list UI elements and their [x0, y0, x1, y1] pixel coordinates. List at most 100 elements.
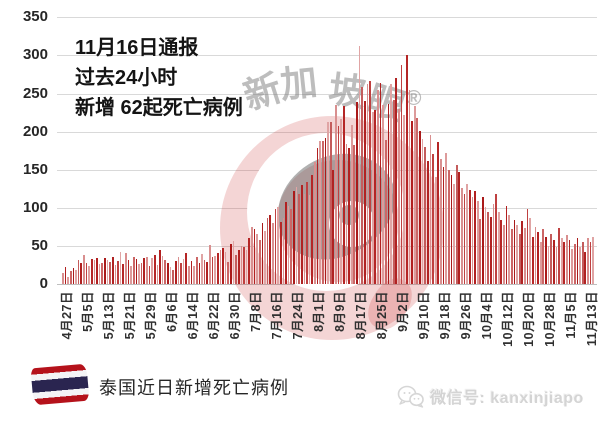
bar [408, 90, 411, 284]
bar [558, 227, 560, 284]
bar [69, 271, 72, 284]
bar [487, 211, 490, 284]
bar [387, 104, 390, 284]
bar [159, 250, 161, 284]
bar [579, 247, 581, 284]
bar [285, 201, 287, 284]
annotation-line: 新增 62起死亡病例 [75, 97, 243, 119]
bar [298, 194, 300, 284]
y-tick-label: 100 [22, 198, 48, 216]
bar [531, 236, 534, 284]
bar [421, 139, 424, 284]
bar [148, 265, 151, 284]
bar [167, 262, 169, 284]
bar [500, 219, 503, 284]
bar [510, 229, 513, 284]
bar [529, 217, 532, 284]
bar [340, 119, 342, 284]
bar [337, 126, 340, 284]
bar [329, 122, 332, 284]
bar [127, 259, 130, 284]
bar [80, 263, 83, 284]
gridline [57, 93, 597, 95]
bar [188, 265, 190, 284]
bar [589, 242, 592, 284]
bar [314, 162, 316, 284]
gridline [57, 17, 597, 19]
bar [497, 211, 500, 284]
bar [581, 242, 584, 284]
bar [476, 200, 479, 284]
bar [484, 207, 487, 284]
bar [279, 222, 282, 284]
bar [62, 272, 64, 284]
bar [245, 250, 248, 284]
y-tick-label: 0 [39, 275, 48, 292]
bar [495, 194, 497, 284]
bar [503, 224, 505, 284]
bar [324, 138, 327, 284]
bar [72, 267, 75, 284]
bar [177, 257, 180, 284]
bar [180, 262, 182, 284]
bar [195, 257, 198, 284]
bar [227, 261, 230, 284]
bar [411, 120, 413, 284]
bar [151, 258, 153, 284]
bar [214, 255, 216, 284]
bar [316, 148, 319, 284]
bar [571, 248, 574, 284]
bar [174, 261, 177, 284]
bar [400, 65, 403, 284]
bar [230, 243, 232, 284]
bar [403, 114, 406, 284]
bar [327, 121, 329, 284]
bar [164, 260, 167, 284]
bar [321, 140, 324, 284]
bar [492, 203, 495, 284]
bar [90, 258, 93, 284]
bar [198, 262, 201, 284]
wechat-badge: 微信号: kanxinjiapo [397, 384, 584, 408]
bar [117, 261, 119, 284]
bar [311, 175, 314, 284]
bar [371, 111, 374, 284]
bar [132, 256, 135, 284]
bar [93, 260, 96, 284]
wechat-id-label: 微信号: kanxinjiapo [430, 390, 584, 407]
bar [471, 197, 474, 284]
bar [251, 226, 253, 284]
bar [555, 247, 558, 284]
bar [146, 256, 148, 284]
bar [560, 238, 563, 284]
y-tick-label: 250 [22, 84, 48, 102]
bar [440, 159, 442, 284]
bar [235, 255, 237, 284]
bar [587, 238, 589, 284]
bar [342, 106, 345, 284]
bar [266, 217, 269, 284]
bar [374, 109, 377, 284]
bar [513, 219, 516, 284]
bar [445, 152, 448, 284]
x-tick-label: 11月13日 [584, 291, 599, 347]
bar [182, 258, 185, 284]
bar [468, 189, 471, 284]
bar [356, 101, 358, 284]
wechat-icon [397, 385, 424, 408]
bar [293, 191, 295, 284]
bar [392, 99, 395, 284]
bar [232, 240, 235, 284]
bar [474, 191, 476, 284]
bar [98, 264, 101, 284]
bar [350, 124, 353, 284]
bar [253, 229, 256, 284]
bar [109, 261, 111, 284]
bar [303, 194, 306, 284]
bar [111, 257, 114, 284]
bar [534, 226, 537, 284]
bar [190, 261, 193, 284]
bar [377, 90, 379, 284]
bar [384, 139, 387, 284]
bar [216, 252, 219, 284]
